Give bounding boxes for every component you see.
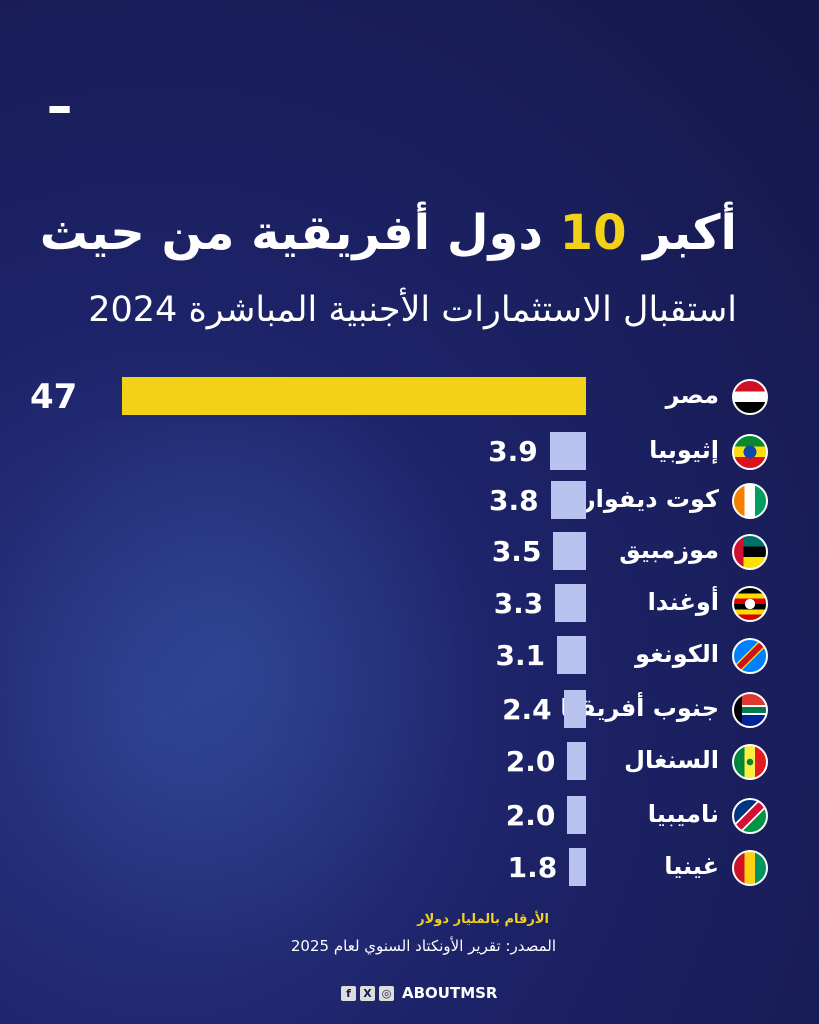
bar <box>555 584 586 622</box>
chart-row: غينيا 1.8 <box>0 848 819 888</box>
bar <box>567 742 586 780</box>
namibia-flag-icon <box>732 798 768 834</box>
title-highlight: 10 <box>559 205 627 261</box>
value-label: 2.4 <box>502 693 552 726</box>
brand-footer: f X ◎ ABOUTMSR <box>341 984 498 1002</box>
facebook-icon: f <box>341 985 356 1001</box>
value-label: 2.0 <box>505 745 556 778</box>
logo: ـ <box>50 62 70 127</box>
country-label: غينيا <box>664 852 719 880</box>
cote-divoire-flag-icon <box>732 483 768 519</box>
title-part: أكبر <box>626 205 737 261</box>
bar <box>567 796 586 834</box>
value-label: 3.5 <box>491 535 542 568</box>
page-title: أكبر 10 دول أفريقية من حيث <box>40 205 737 261</box>
value-label: 3.8 <box>489 484 539 517</box>
x-icon: X <box>360 985 375 1001</box>
country-label: الكونغو <box>635 640 719 668</box>
egypt-flag-icon <box>732 379 768 415</box>
chart-row: السنغال 2.0 <box>0 742 819 782</box>
chart-row: موزمبيق 3.5 <box>0 532 819 572</box>
bar <box>122 377 586 415</box>
country-label: موزمبيق <box>619 536 719 564</box>
guinea-flag-icon <box>732 850 768 886</box>
country-label: أوغندا <box>647 588 719 616</box>
title-part: دول أفريقية من حيث <box>39 205 560 261</box>
country-label: مصر <box>665 381 719 409</box>
bar <box>563 690 586 728</box>
bar <box>549 432 586 470</box>
bar <box>553 532 586 570</box>
value-label: 3.3 <box>493 587 544 620</box>
country-label: السنغال <box>624 746 719 774</box>
chart-row: إثيوبيا 3.9 <box>0 432 819 472</box>
subtitle: استقبال الاستثمارات الأجنبية المباشرة 20… <box>88 290 737 330</box>
bar <box>569 848 586 886</box>
bar <box>557 636 586 674</box>
country-label: جنوب أفريقيا <box>560 694 719 722</box>
bar <box>550 481 586 519</box>
ethiopia-flag-icon <box>732 434 768 470</box>
chart-row: أوغندا 3.3 <box>0 584 819 624</box>
country-label: كوت ديفوار <box>581 485 719 513</box>
africa-map-background <box>0 420 520 1020</box>
chart-row: ناميبيا 2.0 <box>0 796 819 836</box>
value-label: 3.9 <box>488 435 538 468</box>
source-note: المصدر: تقرير الأونكتاد السنوي لعام 2025 <box>290 937 556 955</box>
country-label: ناميبيا <box>647 800 719 828</box>
country-label: إثيوبيا <box>649 436 719 464</box>
south-africa-flag-icon <box>732 692 768 728</box>
value-label: 3.1 <box>495 639 546 672</box>
chart-row: كوت ديفوار 3.8 <box>0 481 819 521</box>
value-label: 2.0 <box>505 799 556 832</box>
senegal-flag-icon <box>732 744 768 780</box>
value-label: 47 <box>30 377 78 417</box>
chart-row: الكونغو 3.1 <box>0 636 819 676</box>
chart-row: جنوب أفريقيا 2.4 <box>0 690 819 730</box>
uganda-flag-icon <box>732 586 768 622</box>
brand-name: ABOUTMSR <box>402 984 498 1002</box>
drc-flag-icon <box>732 638 768 674</box>
unit-note: الأرقام بالمليار دولار <box>417 912 549 927</box>
mozambique-flag-icon <box>732 534 768 570</box>
value-label: 1.8 <box>507 851 558 884</box>
chart-row: مصر 47 <box>0 377 819 417</box>
instagram-icon: ◎ <box>379 985 394 1001</box>
